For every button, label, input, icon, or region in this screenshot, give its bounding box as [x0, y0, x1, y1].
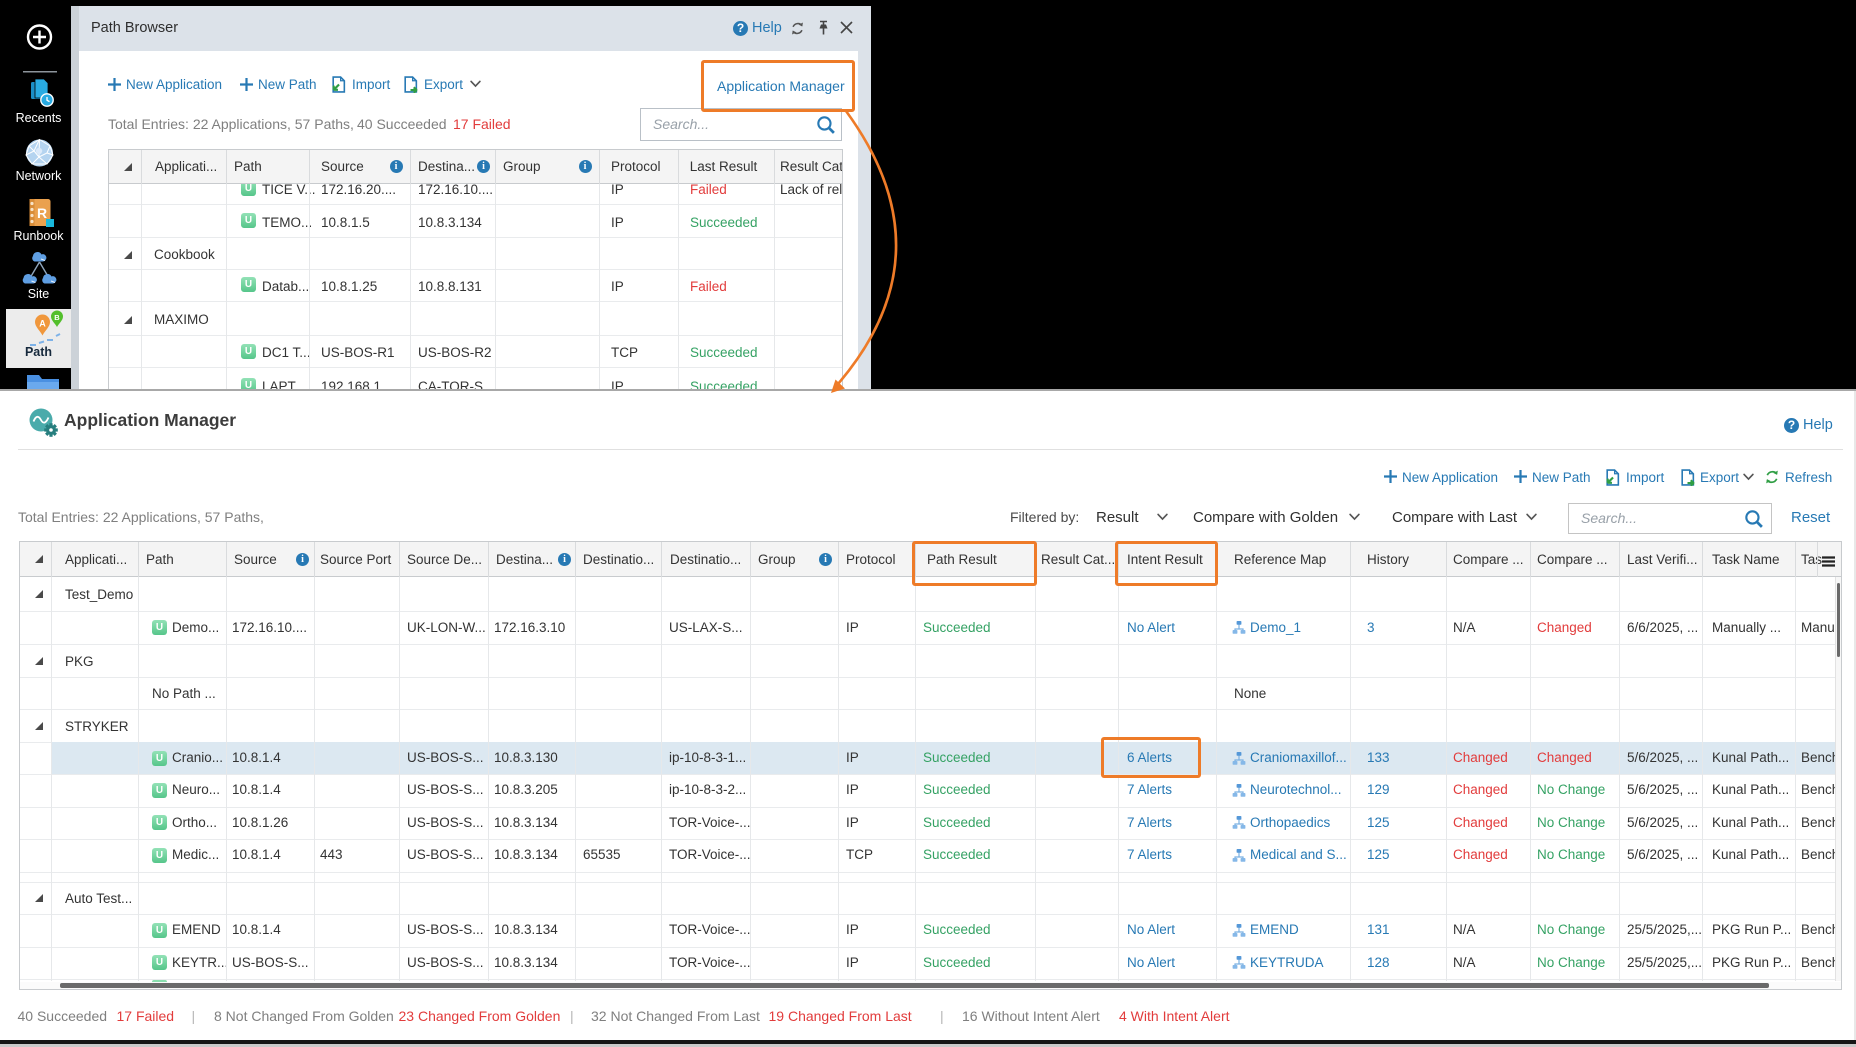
- svg-text:A: A: [39, 319, 46, 329]
- svg-text:R: R: [37, 205, 47, 221]
- svg-text:B: B: [54, 313, 60, 322]
